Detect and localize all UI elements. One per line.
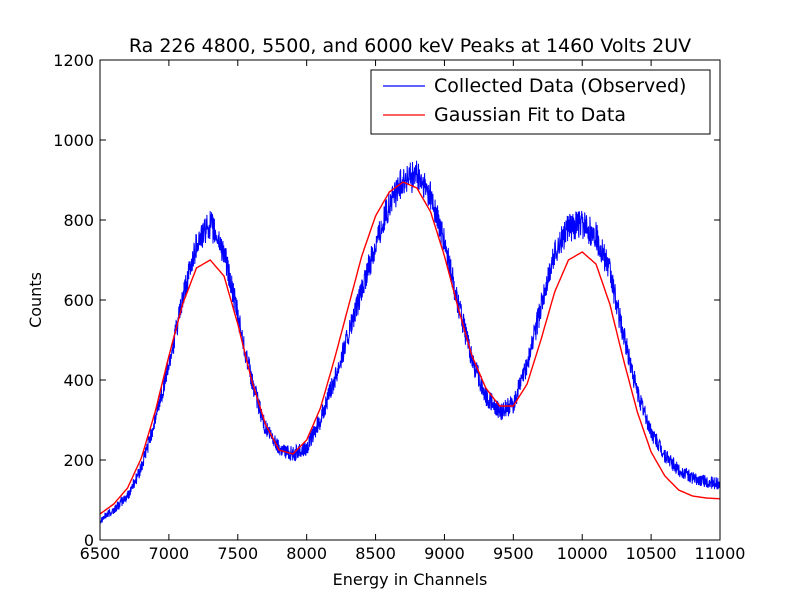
legend-box	[370, 69, 711, 135]
y-tick-label: 200	[63, 451, 94, 470]
x-tick-label: 8000	[286, 544, 327, 563]
y-tick-label: 400	[63, 371, 94, 390]
y-tick-label: 600	[63, 291, 94, 310]
series-line-gaussian-fit	[99, 181, 721, 515]
y-tick-label: 1200	[53, 51, 94, 70]
x-tick-label: 9000	[424, 544, 465, 563]
axis-ticks: 6500 7000 7500 8000 8500 9000 9500 10000 10500 11…	[53, 51, 745, 563]
x-tick-label: 7000	[149, 544, 190, 563]
x-tick-label: 10500	[626, 544, 677, 563]
legend: Collected Data (Observed) Gaussian Fit t…	[370, 69, 711, 135]
y-tick-label: 0	[84, 531, 94, 550]
x-tick-label: 10000	[557, 544, 608, 563]
x-tick-label: 7500	[217, 544, 258, 563]
x-tick-label: 8500	[355, 544, 396, 563]
x-axis-label: Energy in Channels	[333, 570, 488, 589]
y-tick-label: 800	[63, 211, 94, 230]
series-line-observed	[99, 160, 721, 524]
plot-lines	[99, 160, 721, 524]
x-tick-label: 9500	[493, 544, 534, 563]
legend-label-observed: Collected Data (Observed)	[434, 75, 686, 97]
x-tick-label: 6500	[80, 544, 121, 563]
chart-title: Ra 226 4800, 5500, and 6000 keV Peaks at…	[129, 35, 691, 57]
x-tick-label: 11000	[695, 544, 746, 563]
y-axis-label: Counts	[26, 272, 45, 328]
legend-label-gaussian-fit: Gaussian Fit to Data	[434, 104, 626, 126]
y-tick-label: 1000	[53, 131, 94, 150]
